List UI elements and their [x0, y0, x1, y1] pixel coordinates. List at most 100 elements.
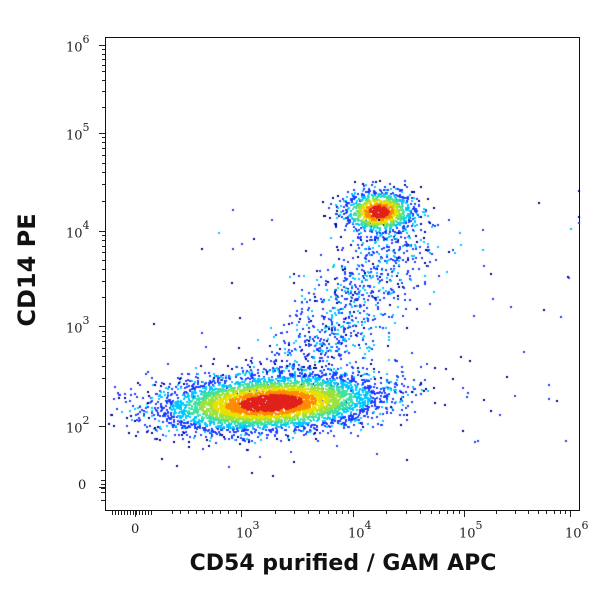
x-minor-tick — [121, 511, 122, 515]
x-minor-tick — [515, 511, 516, 514]
y-minor-tick — [102, 396, 105, 397]
y-minor-tick — [102, 80, 105, 81]
x-minor-tick — [554, 511, 555, 514]
x-minor-tick — [180, 511, 181, 514]
y-minor-tick — [102, 54, 105, 55]
x-minor-tick — [130, 511, 131, 515]
y-minor-tick — [102, 240, 105, 241]
x-tick-label: 105 — [459, 519, 483, 542]
x-minor-tick — [431, 511, 432, 514]
x-major-tick — [464, 511, 465, 517]
x-minor-tick — [228, 511, 229, 514]
y-minor-tick — [102, 201, 105, 202]
y-minor-tick — [101, 480, 105, 481]
x-minor-tick — [236, 511, 237, 514]
y-minor-tick — [102, 260, 105, 261]
x-minor-tick — [220, 511, 221, 514]
x-minor-tick — [148, 511, 149, 515]
y-minor-tick — [102, 297, 105, 298]
y-minor-tick — [101, 500, 105, 501]
y-minor-tick — [102, 281, 105, 282]
y-major-tick — [99, 326, 105, 327]
y-minor-tick — [101, 484, 105, 485]
x-minor-tick — [308, 511, 309, 514]
x-tick-label: 103 — [236, 519, 260, 542]
x-tick-label: 104 — [348, 519, 372, 542]
y-minor-tick — [102, 269, 105, 270]
y-tick-label: 0 — [78, 478, 87, 493]
x-minor-tick — [294, 511, 295, 514]
y-tick-label: 105 — [66, 121, 90, 144]
y-minor-tick — [102, 107, 105, 108]
x-minor-tick — [142, 511, 143, 515]
y-minor-tick — [102, 163, 105, 164]
y-minor-tick — [102, 59, 105, 60]
y-minor-tick — [102, 65, 105, 66]
x-minor-tick — [196, 511, 197, 514]
x-major-tick — [570, 511, 571, 517]
y-minor-tick — [102, 137, 105, 138]
y-major-tick — [99, 487, 105, 488]
x-minor-tick — [560, 511, 561, 514]
x-minor-tick — [188, 511, 189, 514]
x-tick-label: 106 — [565, 519, 589, 542]
y-minor-tick — [101, 488, 105, 489]
x-minor-tick — [459, 511, 460, 514]
x-minor-tick — [204, 511, 205, 514]
x-minor-tick — [275, 511, 276, 514]
y-minor-tick — [102, 356, 105, 357]
x-minor-tick — [139, 511, 140, 515]
y-major-tick — [99, 426, 105, 427]
x-minor-tick — [112, 511, 113, 515]
x-minor-tick — [172, 511, 173, 514]
x-tick-label: 0 — [131, 522, 140, 537]
y-tick-label: 106 — [66, 33, 90, 56]
x-minor-tick — [386, 511, 387, 514]
x-minor-tick — [565, 511, 566, 514]
x-minor-tick — [151, 511, 152, 515]
y-minor-tick — [102, 91, 105, 92]
x-minor-tick — [496, 511, 497, 514]
x-minor-tick — [528, 511, 529, 514]
x-minor-tick — [328, 511, 329, 514]
x-major-tick — [241, 511, 242, 517]
x-minor-tick — [420, 511, 421, 514]
y-minor-tick — [101, 492, 105, 493]
x-minor-tick — [546, 511, 547, 514]
y-major-tick — [99, 231, 105, 232]
y-minor-tick — [102, 348, 105, 349]
y-minor-tick — [102, 378, 105, 379]
x-major-tick — [353, 511, 354, 517]
x-minor-tick — [406, 511, 407, 514]
x-minor-tick — [348, 511, 349, 514]
x-minor-tick — [118, 511, 119, 515]
y-minor-tick — [101, 470, 105, 471]
y-axis-label: CD14 PE — [13, 213, 41, 327]
x-minor-tick — [453, 511, 454, 514]
x-minor-tick — [538, 511, 539, 514]
x-minor-tick — [115, 511, 116, 515]
y-minor-tick — [102, 155, 105, 156]
y-tick-label: 103 — [66, 314, 90, 337]
x-axis-label: CD54 purified / GAM APC — [189, 551, 497, 576]
x-minor-tick — [336, 511, 337, 514]
x-minor-tick — [124, 511, 125, 515]
y-major-tick — [99, 133, 105, 134]
x-minor-tick — [447, 511, 448, 514]
x-minor-tick — [319, 511, 320, 514]
y-tick-label: 102 — [66, 414, 90, 437]
x-minor-tick — [133, 511, 134, 515]
x-minor-tick — [136, 511, 137, 515]
y-tick-label: 104 — [66, 219, 90, 242]
y-minor-tick — [102, 142, 105, 143]
y-major-tick — [99, 45, 105, 46]
x-minor-tick — [212, 511, 213, 514]
y-minor-tick — [102, 49, 105, 50]
x-major-tick — [135, 511, 136, 517]
x-minor-tick — [127, 511, 128, 515]
y-minor-tick — [102, 184, 105, 185]
y-minor-tick — [102, 71, 105, 72]
y-minor-tick — [102, 341, 105, 342]
